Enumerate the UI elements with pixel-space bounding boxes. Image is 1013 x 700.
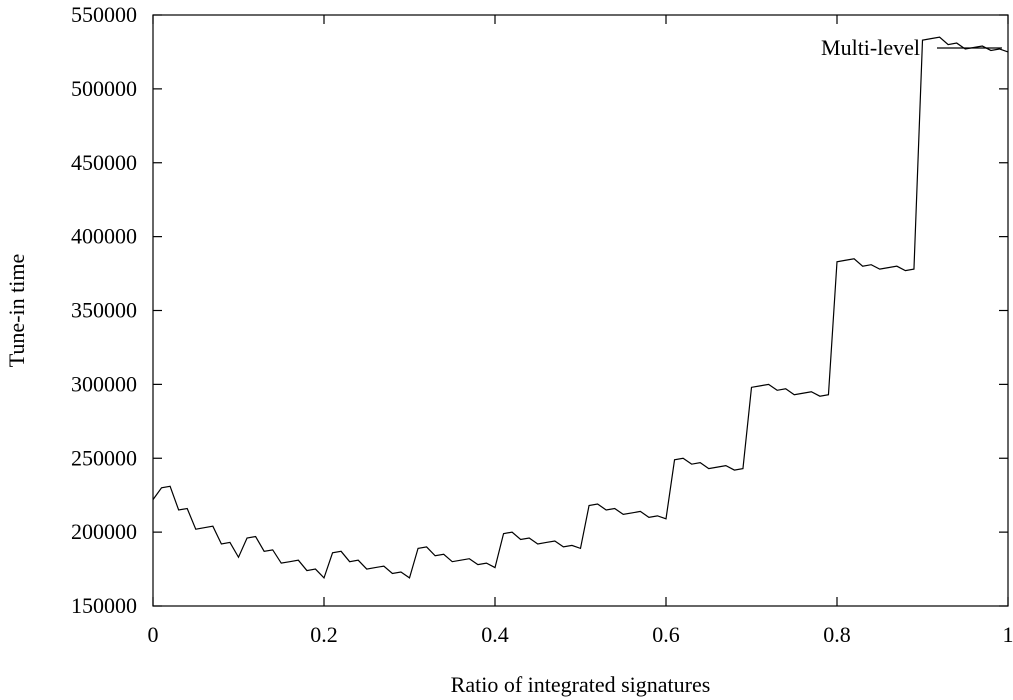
y-tick-label: 200000	[71, 519, 137, 544]
x-axis-ticks: 0 0.2 0.4 0.6 0.8 1	[148, 15, 1013, 647]
y-axis-title: Tune-in time	[4, 254, 29, 367]
y-tick-label: 150000	[71, 593, 137, 618]
x-tick-label: 0.6	[652, 622, 680, 647]
plot-area-frame	[152, 14, 1009, 607]
y-tick-label: 250000	[71, 445, 137, 470]
x-tick-label: 0	[148, 622, 159, 647]
y-tick-label: 550000	[71, 2, 137, 27]
series-line-multi-level	[152, 36, 1009, 580]
y-tick-label: 450000	[71, 150, 137, 175]
x-axis-title: Ratio of integrated signatures	[451, 672, 711, 697]
x-tick-label: 1	[1003, 622, 1013, 647]
y-tick-label: 350000	[71, 298, 137, 323]
series-layer	[152, 36, 1009, 580]
y-tick-label: 500000	[71, 76, 137, 101]
y-axis-ticks: 150000 200000 250000 300000 350000 400000 4500…	[71, 2, 1008, 618]
legend: Multi-level	[821, 35, 1002, 60]
legend-label-multi-level: Multi-level	[821, 35, 920, 60]
x-tick-label: 0.2	[310, 622, 338, 647]
x-tick-label: 0.8	[823, 622, 851, 647]
y-tick-label: 400000	[71, 224, 137, 249]
y-tick-label: 300000	[71, 371, 137, 396]
x-tick-label: 0.4	[481, 622, 509, 647]
